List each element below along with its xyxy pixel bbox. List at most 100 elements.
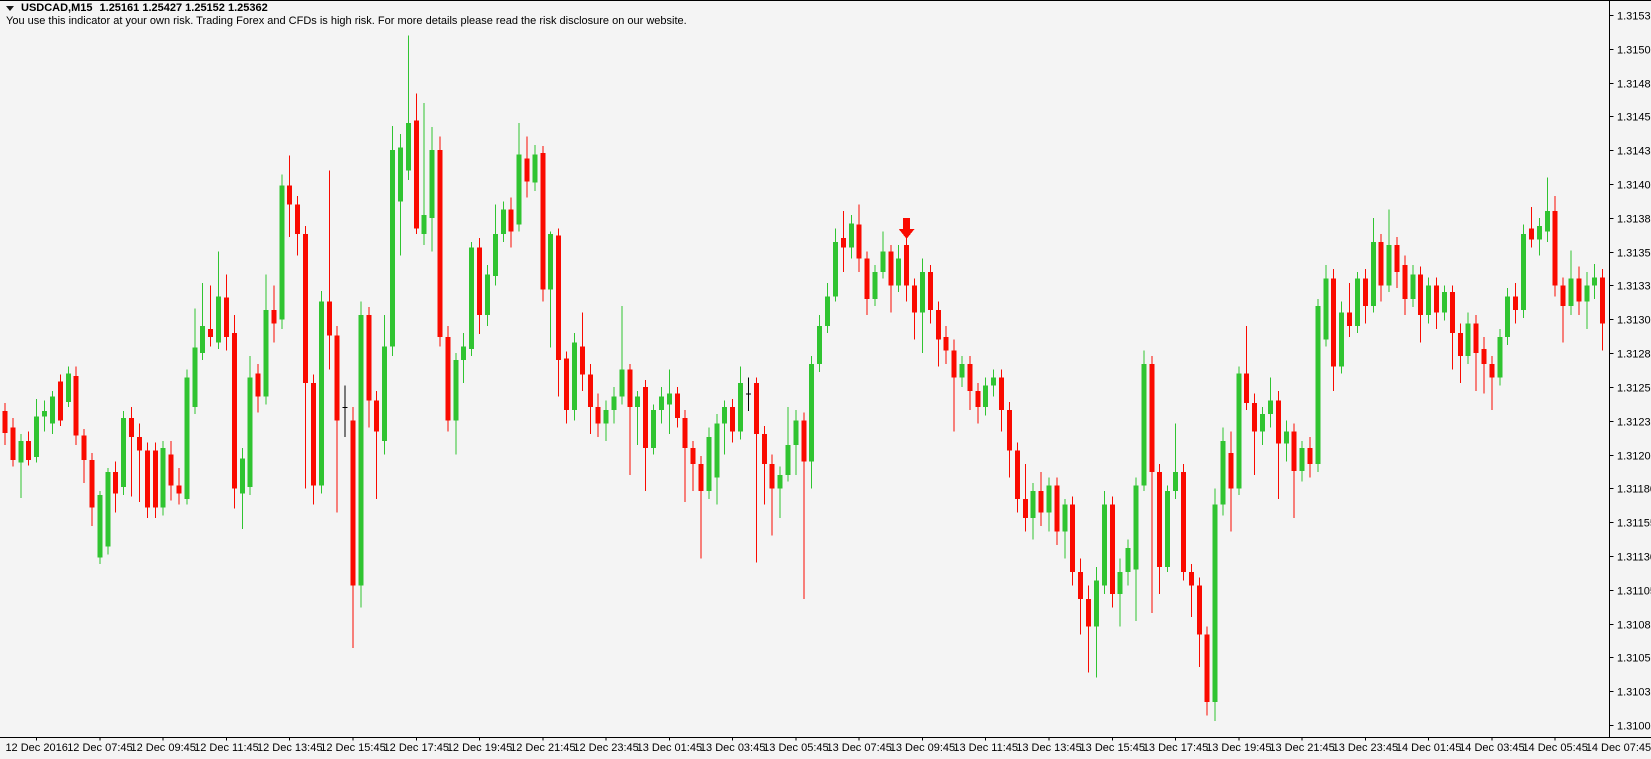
- candle: [1362, 278, 1368, 306]
- candle: [208, 328, 214, 337]
- time-axis-label: 12 Dec 17:45: [384, 742, 449, 754]
- candle: [1489, 363, 1495, 378]
- candle: [397, 147, 403, 202]
- candle: [437, 150, 443, 337]
- candle: [461, 346, 467, 360]
- candle: [1101, 504, 1107, 586]
- candle: [1592, 277, 1598, 286]
- candle: [255, 373, 261, 397]
- candle: [548, 234, 554, 290]
- time-axis-label: 13 Dec 07:45: [826, 742, 891, 754]
- time-axis-label: 14 Dec 01:45: [1396, 742, 1461, 754]
- candle: [2, 411, 8, 433]
- candle: [42, 411, 48, 417]
- candle: [540, 152, 546, 290]
- price-axis-label: 1.31430: [1617, 146, 1651, 158]
- doji-candle: [745, 393, 751, 395]
- candle: [477, 247, 483, 316]
- time-axis-label: 13 Dec 21:45: [1269, 742, 1334, 754]
- candle: [1275, 400, 1281, 444]
- candle: [825, 296, 831, 327]
- candle: [706, 436, 712, 492]
- candle: [967, 363, 973, 391]
- price-axis-label: 1.31005: [1617, 721, 1651, 733]
- candle: [129, 418, 135, 437]
- candle: [192, 347, 198, 408]
- candle: [1473, 323, 1479, 354]
- candle: [1528, 228, 1534, 240]
- candle: [223, 297, 229, 337]
- candle: [231, 332, 237, 489]
- time-axis-label: 12 Dec 23:45: [573, 742, 638, 754]
- candle: [263, 309, 269, 397]
- candle: [603, 409, 609, 424]
- chart-borders: [0, 0, 1651, 738]
- sell-arrow-icon[interactable]: [898, 217, 915, 239]
- candle: [1093, 580, 1099, 627]
- candle: [1394, 244, 1400, 272]
- candle: [556, 235, 562, 360]
- candle: [888, 251, 894, 286]
- price-axis-label: 1.31030: [1617, 687, 1651, 699]
- candle: [1109, 504, 1115, 594]
- candle: [1449, 292, 1455, 333]
- candle: [1228, 453, 1234, 489]
- candle: [698, 463, 704, 492]
- candle: [840, 238, 846, 248]
- price-axis[interactable]: 1.31530 1.31505 1.31480 1.31455 1.31430 1.314…: [1609, 11, 1651, 733]
- candle: [326, 301, 332, 336]
- symbol-info-bar: USDCAD,M15 1.25161 1.25427 1.25152 1.253…: [6, 2, 268, 14]
- candle: [943, 336, 949, 351]
- candle: [516, 154, 522, 225]
- candle: [184, 377, 190, 500]
- candle: [18, 441, 24, 463]
- candle: [303, 234, 309, 383]
- symbol-dropdown-icon[interactable]: [6, 5, 14, 11]
- candle: [872, 271, 878, 299]
- candle: [382, 346, 388, 441]
- time-axis-label: 13 Dec 09:45: [890, 742, 955, 754]
- candle: [1157, 472, 1163, 567]
- candle: [1267, 400, 1273, 414]
- candle: [57, 381, 63, 421]
- price-axis-label: 1.31505: [1617, 45, 1651, 57]
- candle: [809, 363, 815, 462]
- candle: [1307, 447, 1313, 464]
- candle: [1481, 349, 1487, 364]
- candle: [777, 474, 783, 489]
- price-axis-label: 1.31330: [1617, 281, 1651, 293]
- candle: [817, 326, 823, 364]
- candle: [1513, 296, 1519, 310]
- candle: [318, 301, 324, 486]
- candle: [1173, 472, 1179, 492]
- candle: [1315, 305, 1321, 464]
- candle: [366, 315, 372, 401]
- candle: [1180, 472, 1186, 573]
- time-axis-label: 13 Dec 01:45: [637, 742, 702, 754]
- candle: [919, 271, 925, 313]
- candle: [1212, 504, 1218, 703]
- candle: [991, 377, 997, 386]
- candle: [1062, 504, 1068, 532]
- time-axis-label: 13 Dec 19:45: [1206, 742, 1271, 754]
- candle: [1133, 485, 1139, 570]
- price-axis-label: 1.31180: [1617, 484, 1651, 496]
- candle: [1244, 373, 1250, 404]
- candle: [1299, 447, 1305, 471]
- candle: [1418, 274, 1424, 316]
- time-axis-label: 14 Dec 03:45: [1459, 742, 1524, 754]
- price-axis-label: 1.31055: [1617, 653, 1651, 665]
- candle: [65, 373, 71, 402]
- candle: [769, 463, 775, 489]
- candle: [761, 434, 767, 464]
- candle: [374, 400, 380, 432]
- price-axis-label: 1.31105: [1617, 586, 1651, 598]
- price-axis-label: 1.31155: [1617, 518, 1651, 530]
- candle: [1386, 244, 1392, 286]
- candle: [1568, 278, 1574, 306]
- candle: [1331, 278, 1337, 367]
- candle: [730, 407, 736, 432]
